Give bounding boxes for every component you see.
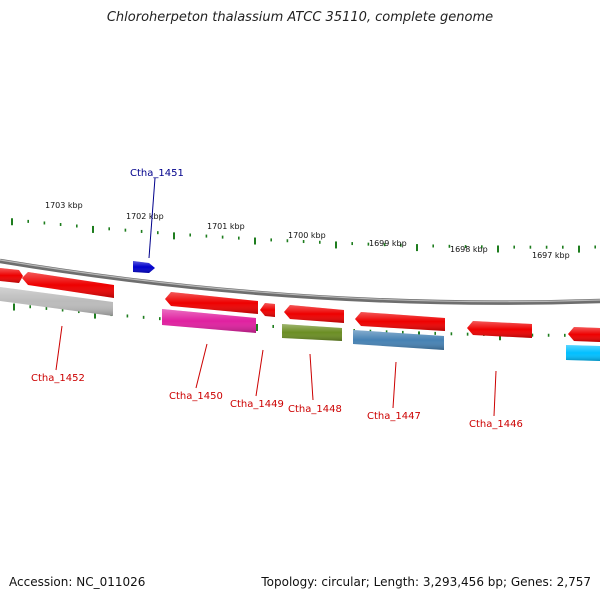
gene-leader-lines — [55, 177, 497, 417]
kbp-label-1698: 1698 kbp — [450, 245, 488, 254]
kbp-label-1703: 1703 kbp — [45, 201, 83, 210]
accession-text: Accession: NC_011026 — [9, 575, 146, 589]
gene-label-ctha-1448[interactable]: Ctha_1448 — [288, 404, 342, 415]
topology-text: Topology: circular; Length: 3,293,456 bp… — [261, 575, 591, 589]
gene-label-ctha-1450[interactable]: Ctha_1450 — [169, 391, 223, 402]
kbp-label-1699: 1699 kbp — [369, 239, 407, 248]
middle-strand — [165, 292, 600, 342]
gene-label-ctha-1447[interactable]: Ctha_1447 — [367, 411, 421, 422]
kbp-label-1697: 1697 kbp — [532, 251, 570, 260]
bottom-strand — [0, 287, 600, 361]
gene-label-ctha-1446[interactable]: Ctha_1446 — [469, 419, 523, 430]
gene-label-ctha-1452[interactable]: Ctha_1452 — [31, 373, 85, 384]
gene-label-ctha-1449[interactable]: Ctha_1449 — [230, 399, 284, 410]
kbp-label-1700: 1700 kbp — [288, 231, 326, 240]
kbp-label-1702: 1702 kbp — [126, 212, 164, 221]
gene-labels: Ctha_1451 Ctha_1452 Ctha_1450 Ctha_1449 … — [31, 168, 523, 430]
kbp-labels: 1703 kbp 1702 kbp 1701 kbp 1700 kbp 1699… — [45, 201, 570, 260]
top-strand — [0, 261, 155, 298]
kbp-label-1701: 1701 kbp — [207, 222, 245, 231]
gene-label-ctha-1451[interactable]: Ctha_1451 — [130, 168, 184, 179]
genome-backbone-highlight — [0, 259, 600, 303]
genome-backbone — [0, 258, 600, 305]
outer-tick-ring — [11, 218, 597, 253]
map-title: Chloroherpeton thalassium ATCC 35110, co… — [106, 10, 494, 25]
